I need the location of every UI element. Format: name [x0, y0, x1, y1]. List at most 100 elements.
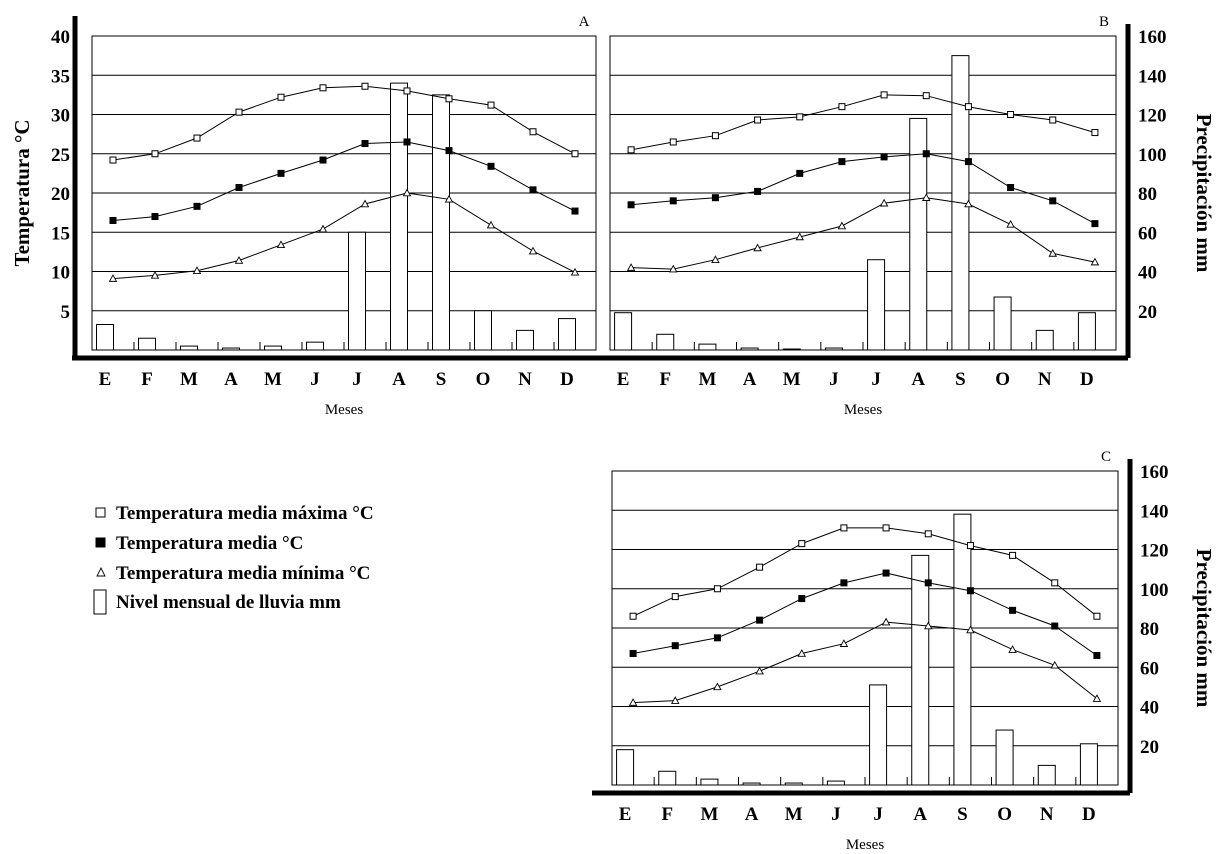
rain-bar: [740, 347, 759, 351]
rain-bar: [138, 337, 156, 351]
rain-bar: [995, 729, 1014, 786]
series-line-min: [112, 192, 576, 280]
marker-mean: [1091, 220, 1099, 228]
rain-bar: [306, 341, 324, 351]
rain-bar: [516, 329, 534, 351]
legend-swatch-min: [96, 566, 106, 577]
x-tick-label: E: [99, 369, 112, 390]
series-line-min: [633, 621, 1098, 704]
legend-swatch-rain: [93, 589, 107, 615]
rain-bar: [658, 770, 677, 786]
marker-max: [882, 524, 890, 532]
rain-bar: [474, 310, 492, 351]
marker-mean: [1093, 651, 1101, 659]
marker-min: [797, 649, 807, 657]
x-tick-label: N: [1038, 369, 1052, 390]
marker-min: [528, 246, 538, 255]
legend-swatch-max: [95, 507, 106, 518]
marker-mean: [1049, 197, 1057, 205]
marker-mean: [669, 197, 677, 205]
series-line-max: [631, 94, 1096, 151]
rain-bar: [826, 780, 845, 786]
y2-tick-label: 40: [1140, 698, 1159, 719]
legend-item-rain: Nivel mensual de lluvia mm: [93, 589, 341, 615]
x-tick-label: F: [661, 804, 673, 825]
rain-bar: [558, 318, 576, 351]
x-tick-label: M: [264, 369, 282, 390]
marker-mean: [1007, 184, 1015, 192]
y-tick-label: 10: [51, 263, 70, 284]
marker-max: [754, 116, 762, 124]
marker-mean: [838, 158, 846, 166]
x-tick-label: J: [831, 804, 841, 825]
marker-max: [711, 132, 719, 140]
rain-bar: [700, 778, 719, 786]
marker-mean: [403, 138, 411, 146]
marker-min: [402, 188, 412, 197]
x-tick-label: A: [913, 804, 927, 825]
x-tick-label: J: [352, 369, 362, 390]
marker-mean: [880, 153, 888, 161]
rain-bar: [1035, 329, 1054, 351]
marker-mean: [151, 213, 159, 221]
x-tick-label: J: [310, 369, 320, 390]
marker-max: [193, 134, 201, 142]
marker-min: [711, 255, 720, 263]
rain-bar: [616, 749, 635, 786]
y2-tick-label: 140: [1140, 501, 1169, 522]
marker-max: [1009, 551, 1017, 559]
marker-max: [713, 585, 721, 593]
y-tick-label: 20: [51, 184, 70, 205]
series-line-mean: [633, 572, 1098, 656]
marker-max: [109, 156, 117, 164]
marker-min: [839, 639, 849, 647]
marker-min: [628, 698, 638, 706]
marker-max: [151, 150, 159, 158]
x-axis-label: Meses: [844, 402, 882, 418]
rain-bar: [782, 348, 801, 351]
marker-max: [798, 540, 806, 548]
x-axis-label: Meses: [846, 837, 884, 853]
legend-item-mean: Temperatura media °C: [95, 533, 303, 554]
marker-min: [276, 240, 286, 249]
rain-bar: [993, 296, 1012, 351]
legend-label: Temperatura media °C: [116, 533, 303, 554]
marker-mean: [1051, 622, 1059, 630]
marker-max: [922, 92, 930, 100]
marker-min: [670, 696, 680, 704]
x-tick-label: A: [745, 804, 759, 825]
rain-bar: [1037, 764, 1056, 786]
x-tick-label: N: [518, 369, 532, 390]
marker-min: [192, 266, 202, 274]
marker-min: [964, 199, 973, 208]
x-tick-label: D: [1082, 804, 1096, 825]
x-tick-label: J: [873, 804, 883, 825]
y2-tick-label: 60: [1140, 658, 1159, 679]
marker-mean: [756, 616, 764, 624]
marker-max: [319, 84, 327, 92]
y2-axis-label: Precipitación mm: [1192, 114, 1216, 273]
x-tick-label: E: [617, 369, 630, 390]
marker-max: [964, 103, 972, 111]
marker-max: [924, 530, 932, 538]
panel-letter: C: [1101, 449, 1111, 465]
panel-A: E F M A M J J A S O N D Meses A 5 10 15 20 25 30 35 40 Tempera…: [10, 14, 608, 418]
marker-mean: [487, 162, 495, 170]
y2-tick-label: 60: [1138, 223, 1157, 244]
marker-min: [881, 617, 891, 626]
x-tick-label: M: [180, 369, 198, 390]
marker-max: [445, 95, 453, 103]
marker-max: [403, 87, 411, 95]
x-tick-label: A: [743, 369, 757, 390]
marker-min: [108, 274, 118, 282]
marker-mean: [798, 595, 806, 603]
panel-letter: A: [579, 14, 590, 30]
legend-item-min: Temperatura media mínima °C: [96, 563, 370, 584]
rain-bar: [911, 554, 930, 786]
x-tick-label: O: [995, 369, 1010, 390]
y-tick-label: 30: [51, 106, 70, 127]
marker-min: [668, 264, 678, 273]
y2-tick-label: 120: [1140, 541, 1169, 562]
marker-max: [361, 82, 369, 90]
x-tick-label: S: [955, 369, 966, 390]
